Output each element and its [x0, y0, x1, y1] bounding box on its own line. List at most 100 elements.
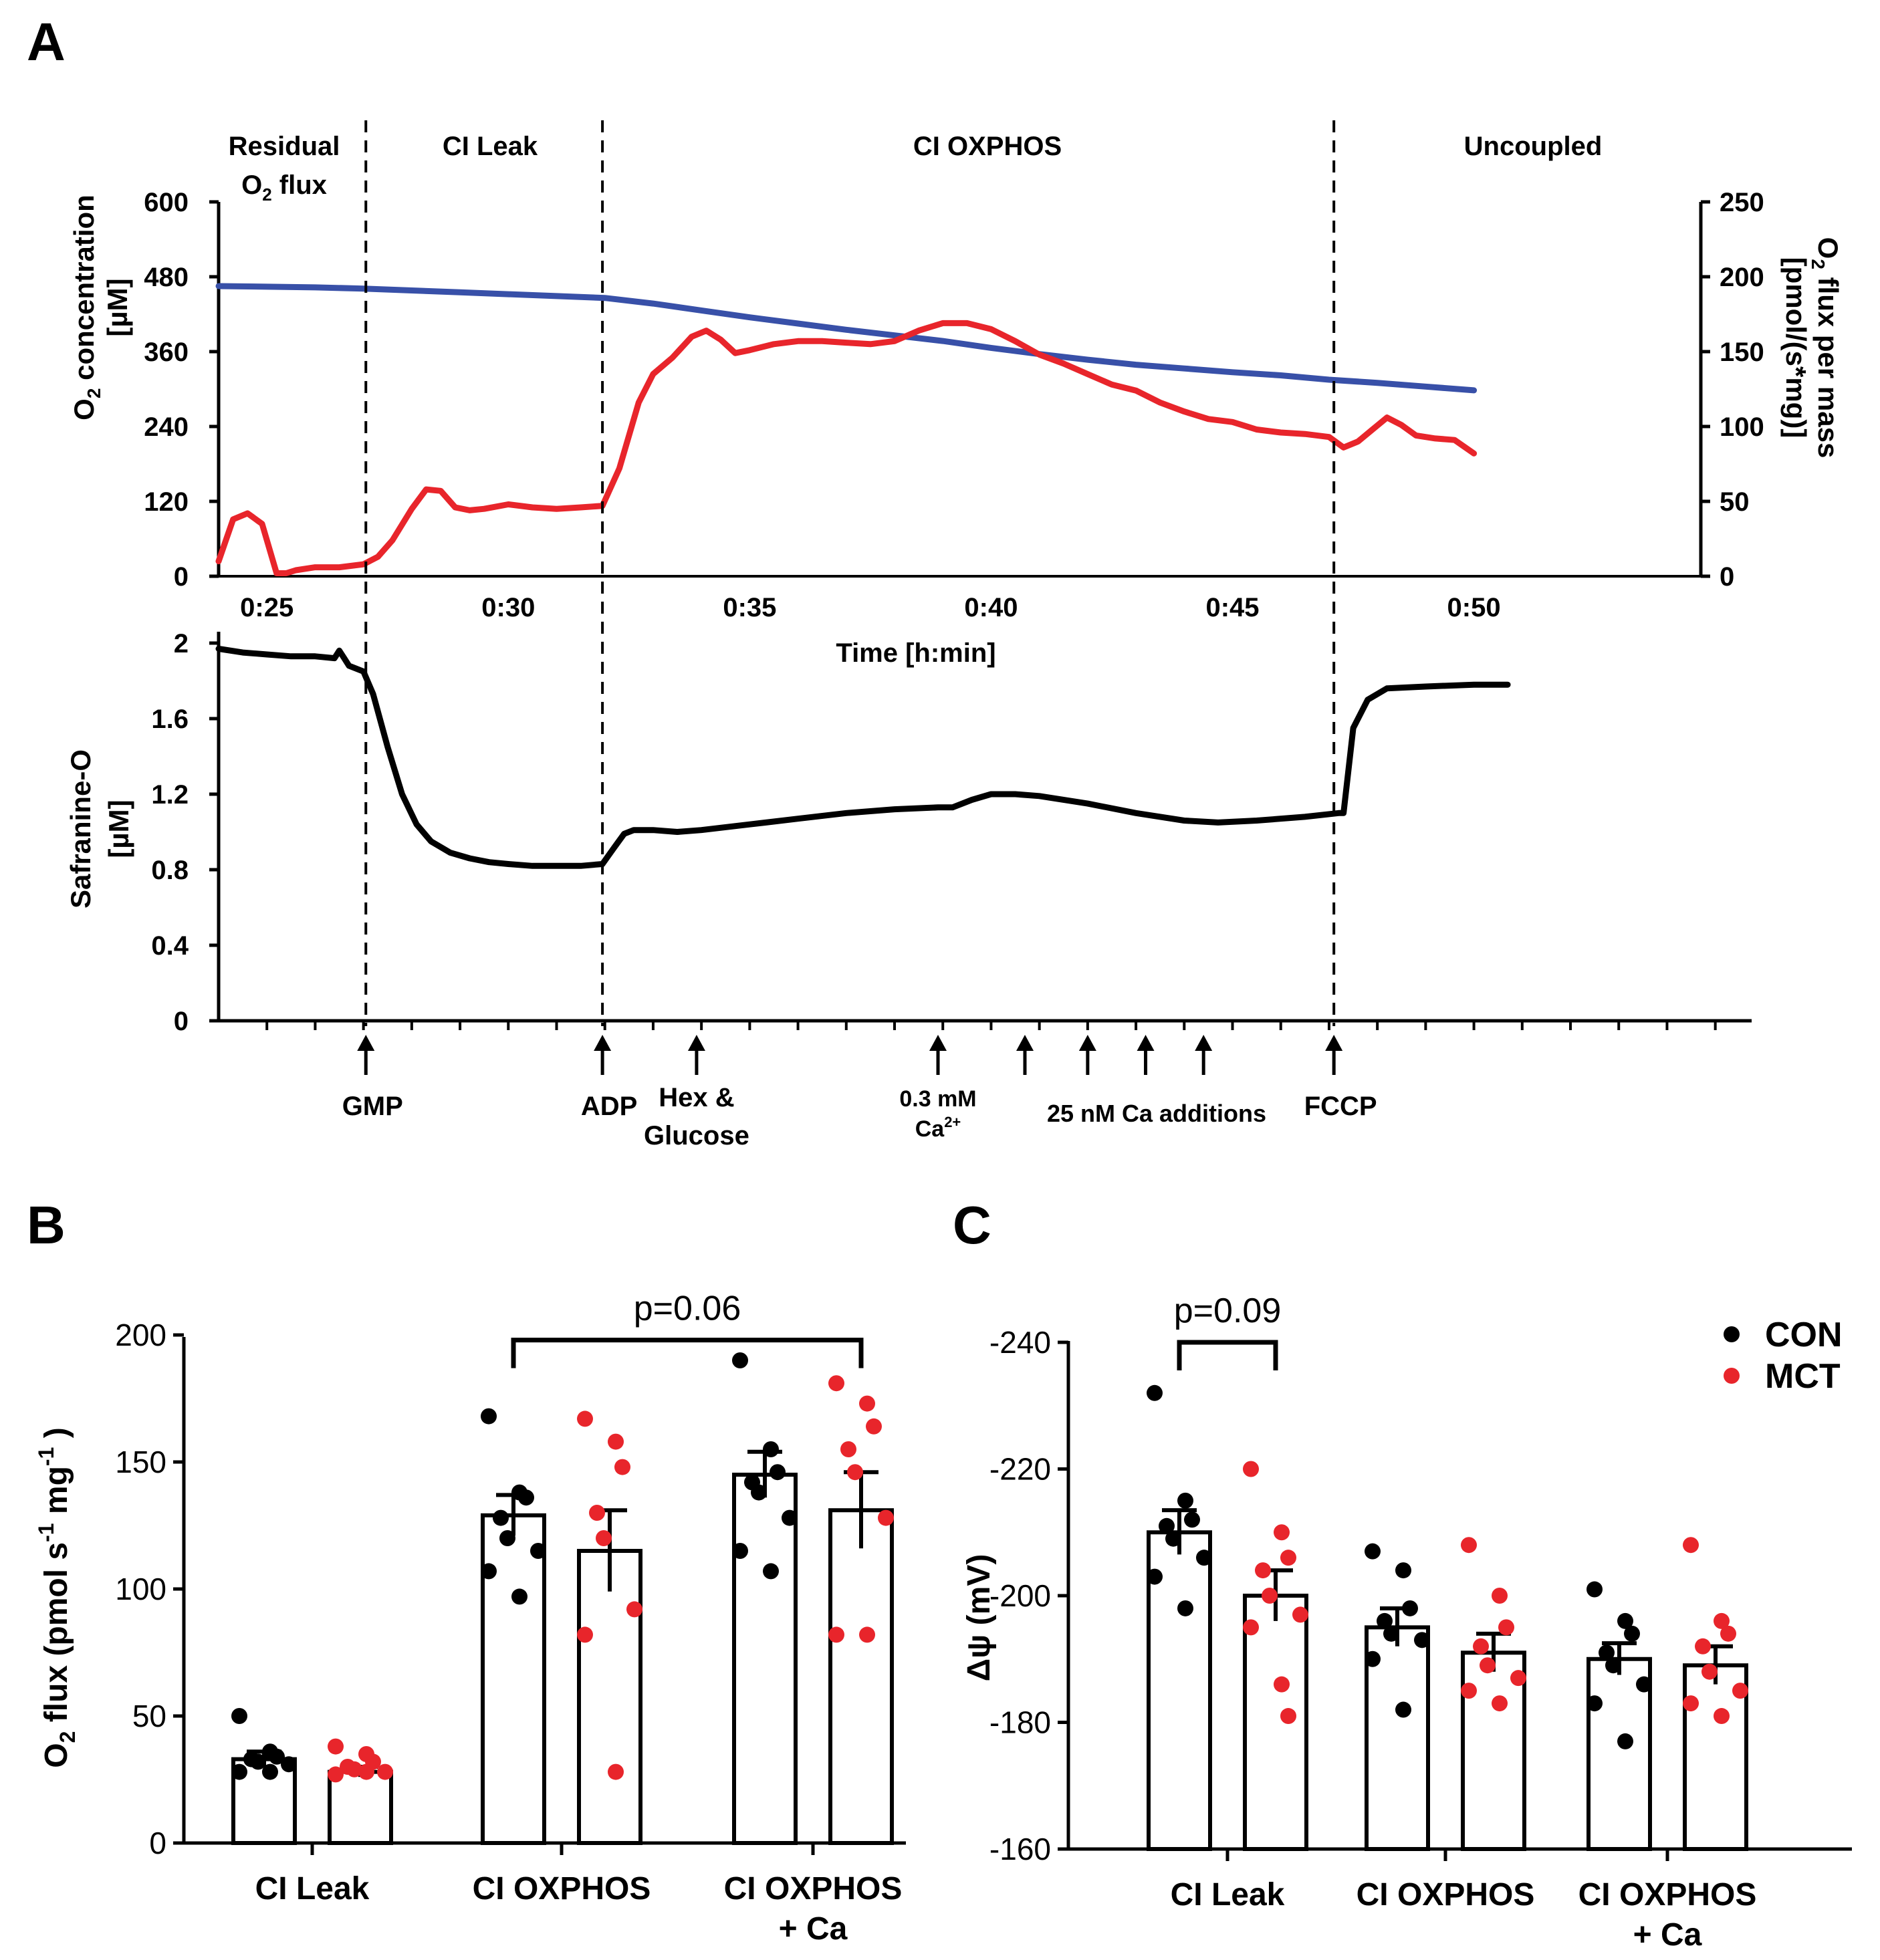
c-dot-con — [1402, 1600, 1418, 1616]
b-dot-con — [269, 1748, 285, 1765]
panel-label-a: A — [27, 12, 66, 72]
c-y-tick-label: -220 — [989, 1452, 1051, 1487]
c-dot-con — [1147, 1568, 1163, 1585]
b-dot-mct — [847, 1464, 863, 1481]
addition-arrowhead — [357, 1035, 375, 1051]
c-dot-mct — [1473, 1638, 1489, 1655]
addition-arrowhead — [1078, 1035, 1096, 1051]
safranine-axis-title: Safranine-O — [65, 749, 96, 908]
c-dot-mct — [1461, 1537, 1477, 1554]
a-top-left-axis-unit: [µM] — [102, 278, 133, 336]
c-dot-con — [1165, 1530, 1181, 1547]
c-dot-con — [1587, 1581, 1603, 1598]
b-dot-mct — [577, 1626, 593, 1643]
b-category-label: CI OXPHOS — [724, 1871, 903, 1907]
addition-arrowhead — [1195, 1035, 1213, 1051]
a-x-tick-label: 0:40 — [964, 593, 1018, 622]
a-top-right-axis-unit: [pmol/(s*mg)] — [1780, 257, 1812, 439]
a-right-tick-label: 200 — [1720, 263, 1764, 292]
legend-marker-mct — [1724, 1368, 1740, 1384]
b-bar-mct — [577, 1549, 642, 1845]
c-dot-con — [1617, 1612, 1633, 1629]
legend-label-con: CON — [1765, 1316, 1843, 1354]
a-bottom-tick-label: 1.6 — [151, 705, 189, 734]
b-bar-con — [481, 1513, 546, 1846]
c-dot-mct — [1683, 1537, 1699, 1554]
c-dot-con — [1624, 1625, 1640, 1642]
a-right-tick-label: 250 — [1720, 188, 1764, 217]
b-dot-con — [732, 1352, 748, 1368]
addition-arrowhead — [594, 1035, 612, 1051]
c-dot-mct — [1732, 1683, 1748, 1699]
panel-c-chart: -160 -180 -200 -220 -240 Δψ (mV) CI Leak CI O… — [961, 1292, 1852, 1953]
c-dot-con — [1599, 1644, 1615, 1661]
c-dot-mct — [1714, 1612, 1730, 1629]
b-dot-mct — [358, 1763, 374, 1780]
c-dot-mct — [1492, 1588, 1508, 1604]
a-right-tick-label: 100 — [1720, 412, 1764, 442]
a-bottom-tick-label: 1.2 — [151, 780, 189, 810]
c-dot-mct — [1480, 1657, 1496, 1674]
c-dot-con — [1365, 1543, 1381, 1560]
addition-label: GMP — [342, 1092, 403, 1121]
o2-concentration-line — [215, 283, 1478, 394]
b-dot-mct — [328, 1738, 344, 1755]
safranine-line — [215, 646, 1511, 869]
addition-arrowhead — [1137, 1035, 1155, 1051]
panel-a-top-chart: Residual O2 flux CI Leak CI OXPHOS Uncou… — [68, 132, 1844, 668]
c-dot-mct — [1701, 1663, 1718, 1680]
c-dot-mct — [1461, 1683, 1477, 1699]
b-dot-con — [770, 1464, 786, 1481]
c-dot-mct — [1255, 1562, 1271, 1579]
addition-label: 0.3 mM — [899, 1086, 976, 1112]
b-dot-mct — [328, 1766, 344, 1783]
a-top-left-axis-title: O2 concentration — [68, 195, 104, 420]
c-category-label: CI Leak — [1171, 1877, 1285, 1913]
c-dot-mct — [1280, 1708, 1296, 1725]
a-bottom-tick-label: 0 — [174, 1007, 189, 1036]
a-left-tick-label: 360 — [144, 338, 189, 367]
addition-label: ADP — [581, 1092, 637, 1121]
c-dot-con — [1196, 1550, 1212, 1566]
b-dot-con — [518, 1489, 534, 1506]
a-right-tick-label: 50 — [1720, 487, 1750, 517]
b-dot-mct — [589, 1505, 605, 1521]
c-dot-mct — [1274, 1676, 1290, 1693]
ca-additions-label: 25 nM Ca additions — [1047, 1100, 1266, 1127]
b-dot-con — [511, 1588, 527, 1605]
b-category-label-line2: + Ca — [779, 1911, 848, 1947]
b-dot-mct — [346, 1761, 362, 1778]
c-dot-con — [1617, 1733, 1633, 1749]
b-dot-mct — [828, 1626, 844, 1643]
b-dot-mct — [828, 1375, 844, 1392]
phase-label-residual-line2: O2 flux — [241, 170, 327, 205]
a-bottom-tick-label: 0.8 — [151, 856, 189, 885]
b-dot-con — [499, 1530, 515, 1546]
c-dot-con — [1587, 1695, 1603, 1712]
addition-label-line2: Glucose — [644, 1121, 749, 1150]
c-p-value: p=0.09 — [1174, 1292, 1282, 1330]
c-axis-title: Δψ (mV) — [961, 1554, 997, 1682]
panel-label-c: C — [953, 1195, 991, 1255]
b-dot-con — [231, 1763, 247, 1780]
c-dot-mct — [1492, 1695, 1508, 1712]
b-dot-con — [763, 1563, 779, 1580]
a-left-tick-label: 0 — [174, 562, 189, 592]
c-dot-con — [1377, 1612, 1393, 1629]
b-bar-mct — [328, 1769, 393, 1846]
a-left-tick-label: 240 — [144, 412, 189, 442]
phase-label-ci-leak: CI Leak — [443, 132, 538, 161]
a-x-tick-label: 0:30 — [481, 593, 535, 622]
c-dot-con — [1605, 1657, 1621, 1674]
b-dot-con — [281, 1756, 297, 1773]
c-y-tick-label: -200 — [989, 1578, 1051, 1613]
b-dot-con — [763, 1441, 779, 1457]
addition-label: FCCP — [1304, 1092, 1377, 1121]
addition-arrowhead — [1325, 1035, 1343, 1051]
c-y-tick-label: -240 — [989, 1325, 1051, 1360]
b-dot-mct — [614, 1459, 630, 1475]
b-dot-mct — [840, 1441, 856, 1457]
b-dot-mct — [377, 1763, 393, 1780]
c-dot-mct — [1683, 1695, 1699, 1712]
b-category-label: CI Leak — [255, 1871, 370, 1907]
